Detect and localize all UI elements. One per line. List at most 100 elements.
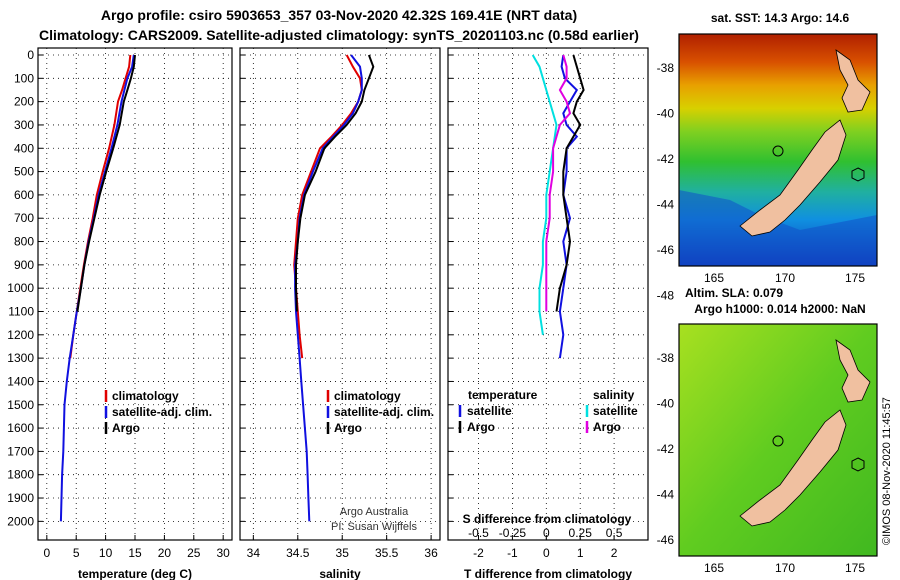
- x-tick-label: 0: [543, 546, 550, 560]
- series-line-argo: [76, 54, 136, 312]
- header-line-2: Climatology: CARS2009. Satellite-adjuste…: [39, 27, 639, 43]
- map-y-tick-label: -48: [657, 289, 675, 303]
- x-tick-layer: 0 5 10 15 20 25 30 34 34.5 35 35.5 36 -2 -1 0 1 2 -0.5 -0.…: [43, 526, 622, 560]
- depth-tick-label: 600: [14, 188, 34, 202]
- x-tick-label: 10: [99, 546, 113, 560]
- sst-map-title: sat. SST: 14.3 Argo: 14.6: [711, 11, 850, 25]
- x-tick-label: 34: [247, 546, 261, 560]
- x-tick-label: 34.5: [286, 546, 310, 560]
- legend-title-salinity: salinity: [593, 388, 635, 402]
- depth-tick-label: 1100: [8, 304, 34, 318]
- x-tick-label: -2: [473, 546, 484, 560]
- s-tick-label: -0.25: [499, 526, 527, 540]
- s-tick-label: 0: [543, 526, 550, 540]
- map-y-tick-label: -40: [657, 107, 675, 121]
- depth-tick-label: 1700: [7, 444, 34, 458]
- map-y-tick-label: -38: [657, 351, 675, 365]
- argo-location-marker: [772, 435, 784, 447]
- grid-layer: [38, 48, 648, 540]
- difference-legend: temperature salinity satellite Argo sate…: [458, 388, 638, 526]
- legend-title-temperature: temperature: [468, 388, 538, 402]
- s-tick-label: -0.5: [468, 526, 489, 540]
- sst-cold-region: [679, 190, 877, 266]
- s-tick-label: 0.25: [569, 526, 593, 540]
- x-tick-label: 35: [336, 546, 350, 560]
- x-tick-label: 5: [73, 546, 80, 560]
- map-y-tick-label: -38: [657, 61, 675, 75]
- map-x-tick-label: 170: [775, 271, 795, 285]
- depth-tick-label: 0: [27, 48, 34, 62]
- depth-tick-label: 800: [14, 235, 34, 249]
- map-x-tick-label: 170: [775, 561, 795, 575]
- depth-tick-label: 400: [14, 141, 34, 155]
- series-line-s-satellite: [531, 54, 558, 335]
- x-tick-label: 30: [217, 546, 231, 560]
- depth-tick-label: 900: [14, 258, 34, 272]
- x-tick-label: -1: [507, 546, 518, 560]
- sla-map-title-line1: Altim. SLA: 0.079: [685, 286, 783, 300]
- salinity-axis-label: salinity: [319, 567, 361, 580]
- argo-location-marker: [772, 145, 784, 157]
- map-x-tick-label: 175: [845, 561, 865, 575]
- series-line-t-argo: [555, 54, 585, 312]
- map-y-tick-label: -40: [657, 397, 675, 411]
- legend-label-t-satellite: satellite: [467, 404, 512, 418]
- sla-map-title-line2: Argo h1000: 0.014 h2000: NaN: [694, 302, 865, 316]
- depth-axis: 0 100 200 300 400 500 600 700 800 900 1000 1100 1200…: [7, 48, 34, 528]
- depth-tick-label: 300: [14, 118, 34, 132]
- map-x-tick-label: 165: [704, 271, 724, 285]
- difference-panel-frame: [447, 47, 649, 541]
- x-tick-label: 25: [187, 546, 201, 560]
- depth-tick-label: 500: [14, 165, 34, 179]
- x-tick-label: 36: [424, 546, 438, 560]
- legend-label-argo: Argo: [112, 421, 140, 435]
- depth-tick-label: 1300: [7, 351, 34, 365]
- depth-tick-label: 1600: [7, 421, 34, 435]
- x-tick-label: 35.5: [375, 546, 399, 560]
- map-y-tick-label: -48: [657, 579, 675, 580]
- salinity-legend: climatology satellite-adj. clim. Argo Ar…: [326, 389, 434, 533]
- north-island-land: [835, 339, 871, 403]
- series-line-argo: [295, 54, 375, 312]
- legend-label-argo: Argo: [334, 421, 362, 435]
- x-tick-label: 20: [158, 546, 172, 560]
- map-y-tick-label: -46: [657, 243, 675, 257]
- credit-line-1: Argo Australia: [340, 506, 409, 518]
- south-island-land: [739, 119, 847, 237]
- map-x-tick-label: 165: [704, 561, 724, 575]
- map-y-tick-label: -42: [657, 152, 675, 166]
- salinity-panel-frame: [239, 47, 441, 541]
- depth-tick-label: 1000: [7, 281, 34, 295]
- x-tick-label: 2: [611, 546, 618, 560]
- depth-tick-label: 1500: [7, 398, 34, 412]
- depth-tick-label: 200: [14, 95, 34, 109]
- depth-tick-label: 1900: [7, 491, 34, 505]
- map-y-tick-label: -44: [657, 488, 675, 502]
- map-y-tick-label: -44: [657, 198, 675, 212]
- s-difference-label: S difference from climatology: [463, 512, 632, 526]
- sst-map-frame: [678, 33, 878, 267]
- map-y-tick-label: -46: [657, 533, 675, 547]
- series-line-satellite: [59, 54, 135, 522]
- depth-tick-label: 1200: [7, 328, 34, 342]
- temperature-axis-label: temperature (deg C): [78, 567, 192, 580]
- credit-line-2: PI: Susan Wijffels: [331, 521, 417, 533]
- sla-map: [678, 323, 878, 557]
- legend-label-s-argo: Argo: [593, 420, 621, 434]
- map-x-tick-label: 175: [845, 271, 865, 285]
- s-tick-label: 0.5: [606, 526, 623, 540]
- map-ticks: 165 170 175 -38 -40 -42 -44 -46 -48 165 170 175 -38 -…: [657, 61, 866, 580]
- legend-label-s-satellite: satellite: [593, 404, 638, 418]
- depth-tick-label: 1400: [7, 374, 34, 388]
- series-layer: [59, 54, 585, 522]
- legend-label-climatology: climatology: [334, 389, 401, 403]
- series-line-s-argo: [545, 54, 572, 312]
- sst-map: [678, 33, 878, 267]
- south-island-land: [739, 409, 847, 527]
- sla-map-frame: [678, 323, 878, 557]
- map-y-tick-label: -42: [657, 442, 675, 456]
- header-line-1: Argo profile: csiro 5903653_357 03-Nov-2…: [101, 7, 577, 23]
- series-line-climatology: [293, 54, 363, 359]
- hexagon-marker-icon: [851, 457, 865, 472]
